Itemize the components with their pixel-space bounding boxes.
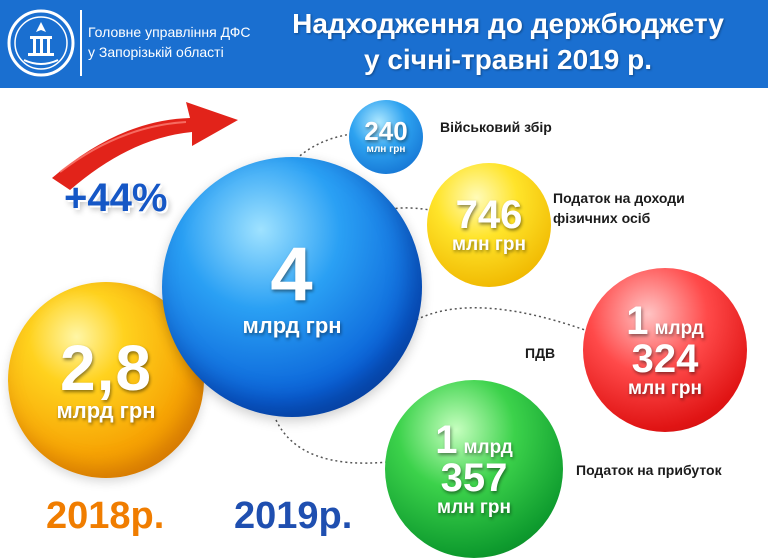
ball-personal-income-tax: 746 млн грн [427,163,551,287]
unit-profit-bn: млрд [463,436,513,458]
ball-military-levy: 240 млн грн [349,100,423,174]
unit-profit-mn: млн грн [437,496,511,518]
dfs-emblem-icon [6,8,76,78]
profit-first-row: 1 млрд [435,417,513,462]
value-2018: 2,8 [60,332,152,404]
agency-line-2: у Запорізькій області [88,44,224,60]
agency-line-1: Головне управління ДФС [88,24,251,40]
value-profit-mn: 357 [440,455,508,500]
ball-vat: 1 млрд 324 млн грн [583,268,747,432]
agency-name: Головне управління ДФС у Запорізькій обл… [88,22,251,62]
year-2018: 2018р. [46,495,165,537]
growth-arrow-icon [52,102,238,190]
value-pdfo: 746 [455,192,523,237]
value-vat-mn: 324 [631,336,699,381]
year-2019: 2019р. [234,495,353,537]
connector-profit [275,419,389,464]
growth-percent: +44% [64,176,168,220]
label-vat: ПДВ [525,345,556,361]
value-vat-bn: 1 [626,298,649,343]
ball-2019: 4 млрд грн [162,157,422,417]
header-banner: Головне управління ДФС у Запорізькій обл… [0,0,768,88]
label-military-levy: Військовий збір [440,119,552,135]
unit-pdfo: млн грн [452,233,526,255]
unit-2018: млрд грн [56,398,156,423]
connector-vat [411,307,586,331]
title-line-2: у січні-травні 2019 р. [364,44,652,75]
page-title: Надходження до держбюджету у січні-травн… [258,6,758,78]
unit-military: млн грн [366,144,406,155]
label-pdfo-line-2: фізичних осіб [553,210,651,226]
logo-divider [80,10,82,76]
label-profit-tax: Податок на прибуток [576,462,722,478]
connector-pdfo [375,207,431,213]
unit-vat-mn: млн грн [628,377,702,399]
label-personal-income-tax: Податок на доходи фізичних осіб [553,188,685,228]
unit-vat-bn: млрд [654,317,704,339]
label-pdfo-line-1: Податок на доходи [553,190,685,206]
value-profit-bn: 1 [435,417,458,462]
ball-profit-tax: 1 млрд 357 млн грн [385,380,563,558]
unit-2019: млрд грн [242,313,342,338]
value-military: 240 [364,116,408,146]
value-2019: 4 [270,232,314,317]
vat-first-row: 1 млрд [626,298,704,343]
title-line-1: Надходження до держбюджету [292,8,724,39]
